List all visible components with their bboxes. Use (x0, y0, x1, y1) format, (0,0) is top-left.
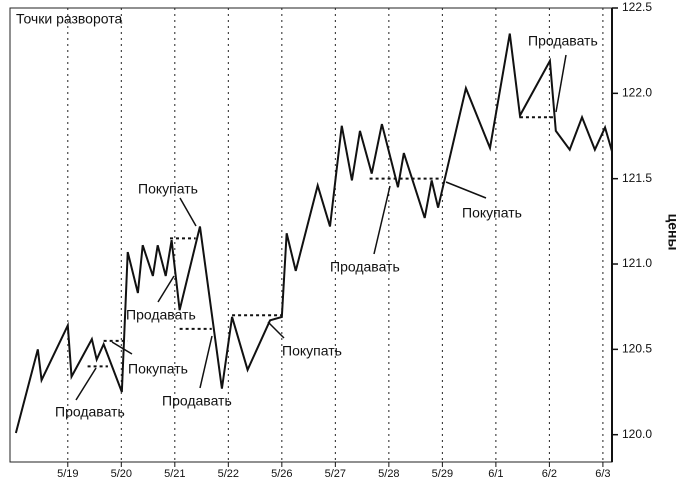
annotation-arrow (199, 335, 213, 389)
x-tick-label: 5/27 (325, 468, 346, 480)
y-tick-label: 120.0 (622, 427, 652, 441)
annotation-arrow (179, 197, 197, 227)
annotation-arrow (111, 341, 133, 355)
chart-title: Точки разворота (16, 11, 122, 27)
x-tick-label: 5/26 (271, 468, 292, 480)
y-axis-label: цены (665, 214, 681, 251)
y-tick-label: 122.5 (622, 0, 652, 14)
x-tick-label: 5/21 (164, 468, 185, 480)
annotation: Продавать (55, 404, 125, 420)
annotation: Продавать (528, 33, 598, 49)
annotation-arrow (75, 367, 97, 401)
annotation: Продавать (162, 393, 232, 409)
x-tick-label: 5/20 (111, 468, 132, 480)
annotation-arrow (373, 185, 391, 255)
annotation: Покупать (128, 361, 188, 377)
annotation-arrow (445, 181, 487, 199)
y-tick-label: 121.0 (622, 256, 652, 270)
annotation: Продавать (330, 259, 400, 275)
y-tick-label: 122.0 (622, 86, 652, 100)
annotation-arrow (267, 321, 285, 339)
annotation-arrow (157, 275, 175, 303)
x-tick-label: 5/29 (432, 468, 453, 480)
x-tick-label: 5/19 (57, 468, 78, 480)
annotation: Покупать (138, 181, 198, 197)
annotation: Покупать (462, 205, 522, 221)
annotation-arrow (555, 54, 567, 113)
x-tick-label: 5/22 (218, 468, 239, 480)
x-tick-label: 5/28 (378, 468, 399, 480)
x-tick-label: 6/1 (488, 468, 503, 480)
plot-frame (9, 7, 613, 463)
x-tick-label: 6/2 (542, 468, 557, 480)
y-tick-label: 121.5 (622, 171, 652, 185)
y-tick-label: 120.5 (622, 342, 652, 356)
annotation: Продавать (126, 307, 196, 323)
price-line (14, 33, 613, 434)
x-tick-label: 6/3 (595, 468, 610, 480)
annotation: Покупать (282, 343, 342, 359)
